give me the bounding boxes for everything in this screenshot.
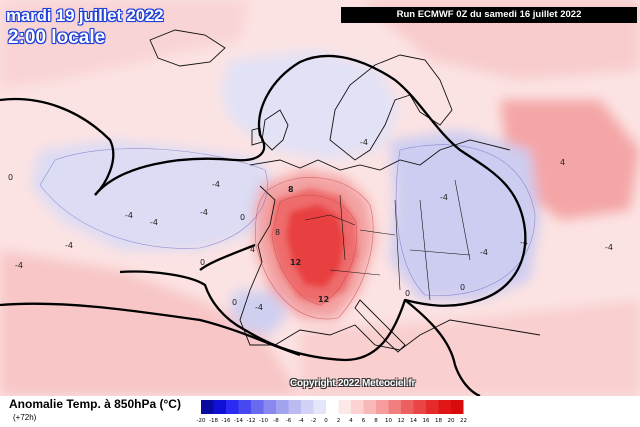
contour-label: 4 xyxy=(560,158,565,167)
heat-core-inner xyxy=(286,204,345,288)
scale-cell xyxy=(226,400,239,414)
cool-area-northsea xyxy=(220,50,400,160)
contour-label: -4 xyxy=(605,243,613,252)
scale-cell xyxy=(438,400,451,414)
scale-tick-label: -16 xyxy=(222,418,231,424)
scale-cell xyxy=(276,400,289,414)
scale-tick-label: -2 xyxy=(311,418,316,424)
scale-tick-label: 20 xyxy=(448,418,455,424)
scale-cell xyxy=(376,400,389,414)
scale-cell xyxy=(338,400,351,414)
scale-tick-label: 14 xyxy=(410,418,417,424)
scale-tick-label: 18 xyxy=(435,418,442,424)
scale-cell xyxy=(451,400,464,414)
scale-tick-label: 0 xyxy=(324,418,328,424)
scale-cell xyxy=(401,400,414,414)
contour-label: 8 xyxy=(288,185,294,194)
contour-label: -4 xyxy=(440,193,448,202)
contour-labels: -4 -4 -4 -4 -4 -4 -4 -4 -4 -4 -4 -4 0 0 … xyxy=(8,138,613,312)
scale-tick-label: 12 xyxy=(398,418,405,424)
zero-isotherm-north xyxy=(0,97,115,196)
contour-label: -4 xyxy=(200,208,208,217)
forecast-time: 2:00 locale xyxy=(8,27,106,48)
contour-label: 0 xyxy=(405,289,410,298)
scale-tick-label: 2 xyxy=(337,418,341,424)
scale-tick-label: -20 xyxy=(197,418,206,424)
scale-cell xyxy=(388,400,401,414)
legend-forecast-hour: (+72h) xyxy=(13,413,37,422)
borders xyxy=(304,179,471,301)
warm-area-southwest xyxy=(0,250,300,396)
contour-label: 0 xyxy=(460,283,465,292)
scale-cell xyxy=(363,400,376,414)
cool-area-central-east xyxy=(390,130,540,300)
scale-tick-label: 22 xyxy=(460,418,467,424)
scale-tick-label: 4 xyxy=(349,418,353,424)
iceland-coast xyxy=(149,29,226,67)
scale-cell xyxy=(326,400,339,414)
zero-isotherm-main xyxy=(94,54,527,362)
scale-cell xyxy=(263,400,276,414)
scale-tick-label: -4 xyxy=(298,418,304,424)
legend-title: Anomalie Temp. à 850hPa (°C) xyxy=(9,397,181,411)
contour-label: -4 xyxy=(150,218,158,227)
mainland-coast xyxy=(239,139,541,351)
scandinavia-coast xyxy=(329,54,453,161)
scale-cell xyxy=(313,400,326,414)
scale-cell xyxy=(413,400,426,414)
contour-label: 8 xyxy=(275,228,280,237)
contour-label: -4 xyxy=(125,211,133,220)
scale-cell xyxy=(351,400,364,414)
anomaly-map: -4 -4 -4 -4 -4 -4 -4 -4 -4 -4 -4 -4 0 0 … xyxy=(0,0,640,396)
warm-contours xyxy=(255,177,374,320)
zero-isotherm-lines xyxy=(0,54,527,396)
coastlines xyxy=(149,29,541,353)
scale-cell xyxy=(201,400,214,414)
cool-contours xyxy=(39,144,536,296)
zero-isotherm-east xyxy=(404,299,481,396)
contour-label: -4 xyxy=(480,248,488,257)
scale-tick-label: 6 xyxy=(362,418,366,424)
scale-tick-label: -14 xyxy=(234,418,243,424)
contour-label: 0 xyxy=(240,213,245,222)
contour-label: -4 xyxy=(255,303,263,312)
scale-cell xyxy=(213,400,226,414)
legend-footer: Anomalie Temp. à 850hPa (°C) (+72h) -20-… xyxy=(0,396,640,427)
scale-cell xyxy=(238,400,251,414)
scale-tick-label: -18 xyxy=(209,418,218,424)
forecast-date: mardi 19 juillet 2022 xyxy=(6,6,164,25)
copyright-text: Copyright 2022 Meteociel.fr xyxy=(290,378,416,389)
contour-label: 0 xyxy=(200,258,205,267)
warm-area-south xyxy=(300,300,640,396)
scale-cell xyxy=(288,400,301,414)
warm-area-northwest xyxy=(0,0,250,90)
italy-coast xyxy=(354,299,406,353)
scale-tick-label: -10 xyxy=(259,418,268,424)
contour-label: -4 xyxy=(15,261,23,270)
scale-tick-label: 16 xyxy=(423,418,430,424)
scale-tick-label: -6 xyxy=(286,418,292,424)
contour-label: -4 xyxy=(65,241,73,250)
cool-area-iberia xyxy=(230,290,288,335)
contour-label: -4 xyxy=(212,180,220,189)
scale-tick-label: 8 xyxy=(374,418,378,424)
zero-isotherm-channel xyxy=(199,243,256,271)
zero-isotherm-west xyxy=(0,302,301,357)
contour-label: -4 xyxy=(360,138,368,147)
scale-tick-label: 10 xyxy=(385,418,392,424)
cool-area-atlantic xyxy=(30,140,280,250)
contour-label: 0 xyxy=(232,298,237,307)
scale-tick-label: -12 xyxy=(247,418,256,424)
contour-label: 0 xyxy=(8,173,13,182)
contour-label: 12 xyxy=(290,258,301,267)
color-scale: -20 -18 -16 -14 -12 -10 -8 -6 -4 -2 0 2 4 6 8 10 12 14 16 1… xyxy=(197,400,467,424)
model-run-label: Run ECMWF 0Z du samedi 16 juillet 2022 xyxy=(341,7,637,23)
contour-label: -4 xyxy=(520,238,528,247)
scale-cell xyxy=(301,400,314,414)
contour-label: 4 xyxy=(250,245,255,254)
contour-label: 12 xyxy=(318,295,329,304)
scale-cell xyxy=(251,400,264,414)
scale-tick-label: -8 xyxy=(273,418,279,424)
scale-cell xyxy=(426,400,439,414)
